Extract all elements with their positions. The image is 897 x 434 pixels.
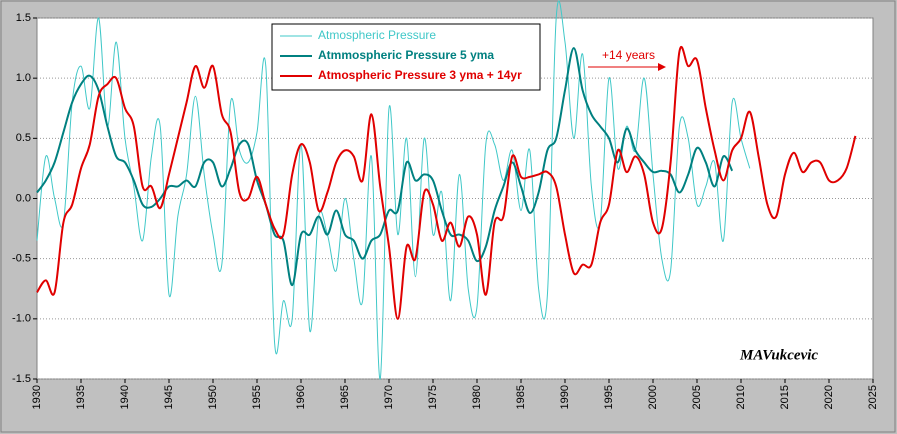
x-tick-label: 1960 — [295, 385, 307, 409]
y-tick-label: 0.0 — [16, 192, 31, 204]
x-tick-label: 1980 — [471, 385, 483, 409]
arrow-head — [658, 63, 666, 71]
y-tick-label: -1.0 — [12, 313, 31, 325]
series-line — [36, 0, 751, 380]
x-tick-label: 2000 — [647, 385, 659, 409]
x-tick-label: 1975 — [427, 385, 439, 409]
x-tick-label: 2015 — [779, 385, 791, 409]
x-tick-label: 1995 — [603, 385, 615, 409]
x-tick-label: 1950 — [207, 385, 219, 409]
series-line — [36, 45, 857, 320]
x-tick-label: 2025 — [867, 385, 879, 409]
x-tick-label: 1930 — [31, 385, 43, 409]
x-tick-label: 1940 — [119, 385, 131, 409]
y-tick-label: 1.0 — [16, 72, 31, 84]
legend — [271, 23, 541, 91]
lines — [36, 0, 857, 380]
x-tick-label: 1990 — [559, 385, 571, 409]
x-tick-label: 1935 — [75, 385, 87, 409]
annotation: +14 years — [602, 48, 655, 62]
x-tick-label: 1970 — [383, 385, 395, 409]
legend-label: Atmospheric Pressure — [318, 28, 436, 42]
x-tick-label: 1985 — [515, 385, 527, 409]
x-tick-label: 2010 — [735, 385, 747, 409]
grid — [37, 17, 873, 380]
y-tick-label: -0.5 — [12, 253, 31, 265]
y-tick-label: 1.5 — [16, 12, 31, 24]
y-tick-label: 0.5 — [16, 132, 31, 144]
signature: MAVukcevic — [739, 347, 818, 363]
x-tick-label: 1965 — [339, 385, 351, 409]
x-tick-label: 2005 — [691, 385, 703, 409]
x-tick-label: 1955 — [251, 385, 263, 409]
x-tick-label: 2020 — [823, 385, 835, 409]
x-tick-label: 1945 — [163, 385, 175, 409]
y-tick-label: -1.5 — [12, 373, 31, 385]
legend-label: Atmmospheric Pressure 5 yma — [318, 48, 494, 62]
legend-label: Atmospheric Pressure 3 yma + 14yr — [318, 68, 522, 82]
